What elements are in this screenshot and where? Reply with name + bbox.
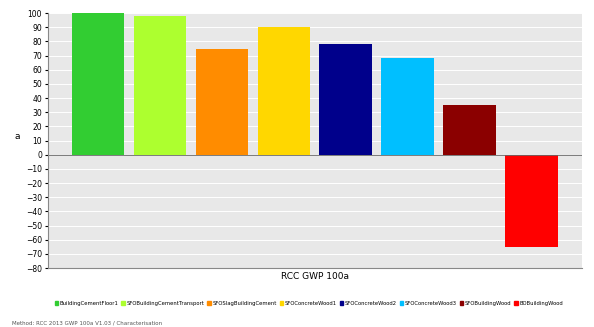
X-axis label: RCC GWP 100a: RCC GWP 100a xyxy=(281,272,349,281)
Text: Method: RCC 2013 GWP 100a V1.03 / Characterisation: Method: RCC 2013 GWP 100a V1.03 / Charac… xyxy=(12,320,162,325)
Bar xyxy=(195,48,248,155)
Bar xyxy=(258,27,310,155)
Y-axis label: a: a xyxy=(15,131,20,141)
Bar xyxy=(381,59,434,155)
Legend: BuildingCementFloor1, SFOBuildingCementTransport, SFOSlagBuildingCement, SFOConc: BuildingCementFloor1, SFOBuildingCementT… xyxy=(52,299,565,308)
Bar xyxy=(72,13,125,155)
Bar xyxy=(505,155,558,247)
Bar xyxy=(320,44,372,155)
Bar xyxy=(134,16,187,155)
Bar xyxy=(443,105,496,155)
